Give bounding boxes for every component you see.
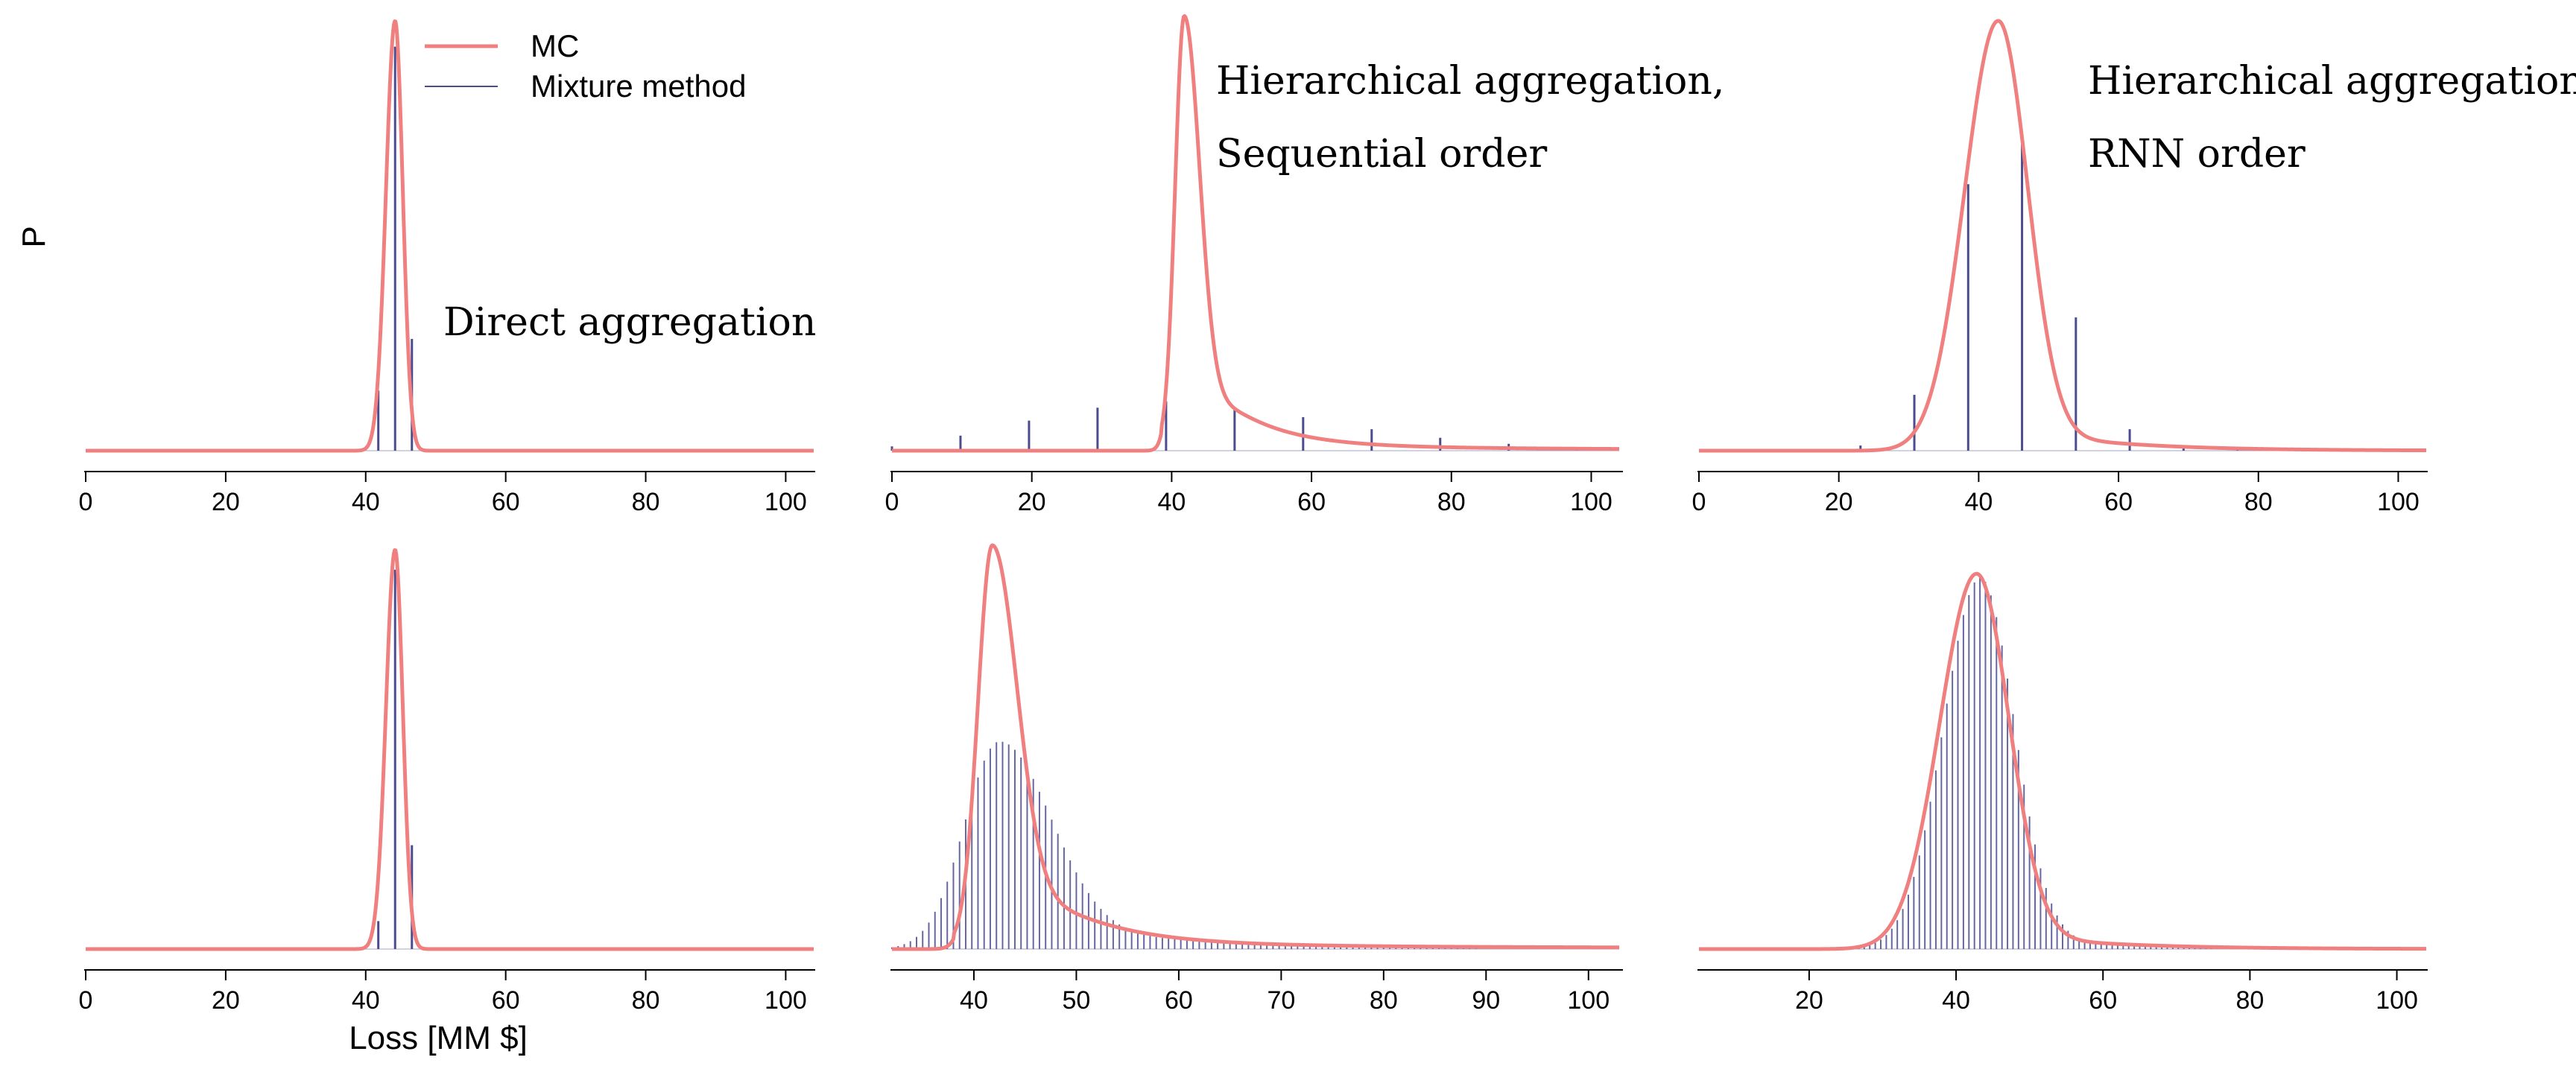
x-tick-label: 0 [885, 488, 899, 516]
x-tick-label: 80 [632, 488, 660, 516]
mixture-stems [891, 741, 1477, 949]
mc-curve [1697, 571, 2428, 951]
x-tick-label: 20 [1018, 488, 1046, 516]
x-axis-label: Loss [MM $] [349, 1020, 528, 1056]
panel-bottom-left: 0 20 40 60 80 100 [79, 548, 815, 1015]
x-tick-label: 80 [632, 986, 660, 1015]
x-tick-label: 90 [1472, 986, 1500, 1015]
x-tick-label: 40 [1942, 986, 1970, 1015]
x-tick-label: 100 [1567, 986, 1610, 1015]
x-tick-label: 60 [492, 986, 520, 1015]
panel-top-right: 0 20 40 60 80 100 [1692, 19, 2428, 516]
mc-curve [890, 543, 1621, 951]
x-tick-label: 100 [765, 488, 807, 516]
legend-mc-label: MC [531, 28, 579, 63]
panel-bottom-middle: 40 50 60 70 80 90 100 [890, 543, 1623, 1015]
mc-curve [84, 19, 815, 453]
x-tick-label: 40 [1964, 488, 1993, 516]
x-tick-label: 100 [2377, 488, 2420, 516]
panel-top-left: 0 20 40 60 80 100 [79, 19, 815, 516]
x-tick-label: 40 [960, 986, 988, 1015]
mc-curve [890, 14, 1621, 453]
mixture-stems [1852, 577, 2284, 949]
x-tick-label: 70 [1267, 986, 1295, 1015]
x-tick-label: 60 [2089, 986, 2117, 1015]
x-tick-label: 20 [1795, 986, 1823, 1015]
x-tick-label: 20 [212, 986, 240, 1015]
x-tick-label: 60 [492, 488, 520, 516]
x-tick-label: 20 [1825, 488, 1853, 516]
x-tick-label: 40 [1157, 488, 1186, 516]
x-tick-label: 40 [352, 488, 380, 516]
mc-curve [84, 548, 815, 951]
x-tick-label: 0 [79, 986, 93, 1015]
mixture-stems [890, 401, 1579, 451]
legend-mixture-label: Mixture method [531, 69, 746, 104]
x-tick-label: 100 [765, 986, 807, 1015]
x-tick-label: 0 [1692, 488, 1706, 516]
x-tick-label: 0 [79, 488, 93, 516]
x-tick-label: 100 [2376, 986, 2418, 1015]
panel-bottom-right: 20 40 60 80 100 [1697, 571, 2428, 1015]
x-tick-label: 20 [212, 488, 240, 516]
annotation-direct: Direct aggregation [443, 300, 816, 345]
x-tick-label: 100 [1570, 488, 1613, 516]
mixture-stems [1751, 141, 2400, 451]
annotation-sequential-line2: Sequential order [1216, 132, 1547, 177]
y-axis-label: P [16, 226, 52, 247]
x-tick-label: 50 [1063, 986, 1091, 1015]
annotation-sequential-line1: Hierarchical aggregation, [1216, 59, 1724, 104]
x-tick-label: 80 [2235, 986, 2264, 1015]
x-tick-label: 60 [1297, 488, 1326, 516]
x-tick-label: 60 [2104, 488, 2133, 516]
legend: MC Mixture method [425, 28, 746, 104]
annotation-rnn-line1: Hierarchical aggregation [2088, 59, 2576, 104]
panel-top-middle: 0 20 40 60 80 100 [885, 14, 1623, 516]
x-tick-label: 80 [1437, 488, 1466, 516]
mc-curve [1697, 19, 2428, 453]
x-tick-label: 60 [1165, 986, 1193, 1015]
x-tick-label: 80 [1370, 986, 1398, 1015]
x-tick-label: 40 [352, 986, 380, 1015]
annotation-rnn-line2: RNN order [2088, 132, 2306, 177]
x-tick-label: 80 [2244, 488, 2273, 516]
